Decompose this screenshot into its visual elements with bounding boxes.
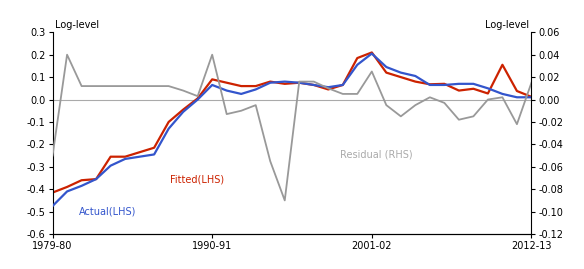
Text: Fitted(LHS): Fitted(LHS)	[170, 175, 224, 185]
Text: Log-level: Log-level	[55, 20, 99, 30]
Text: Actual(LHS): Actual(LHS)	[79, 207, 136, 217]
Text: Log-level: Log-level	[485, 20, 529, 30]
Text: Residual (RHS): Residual (RHS)	[340, 149, 412, 159]
